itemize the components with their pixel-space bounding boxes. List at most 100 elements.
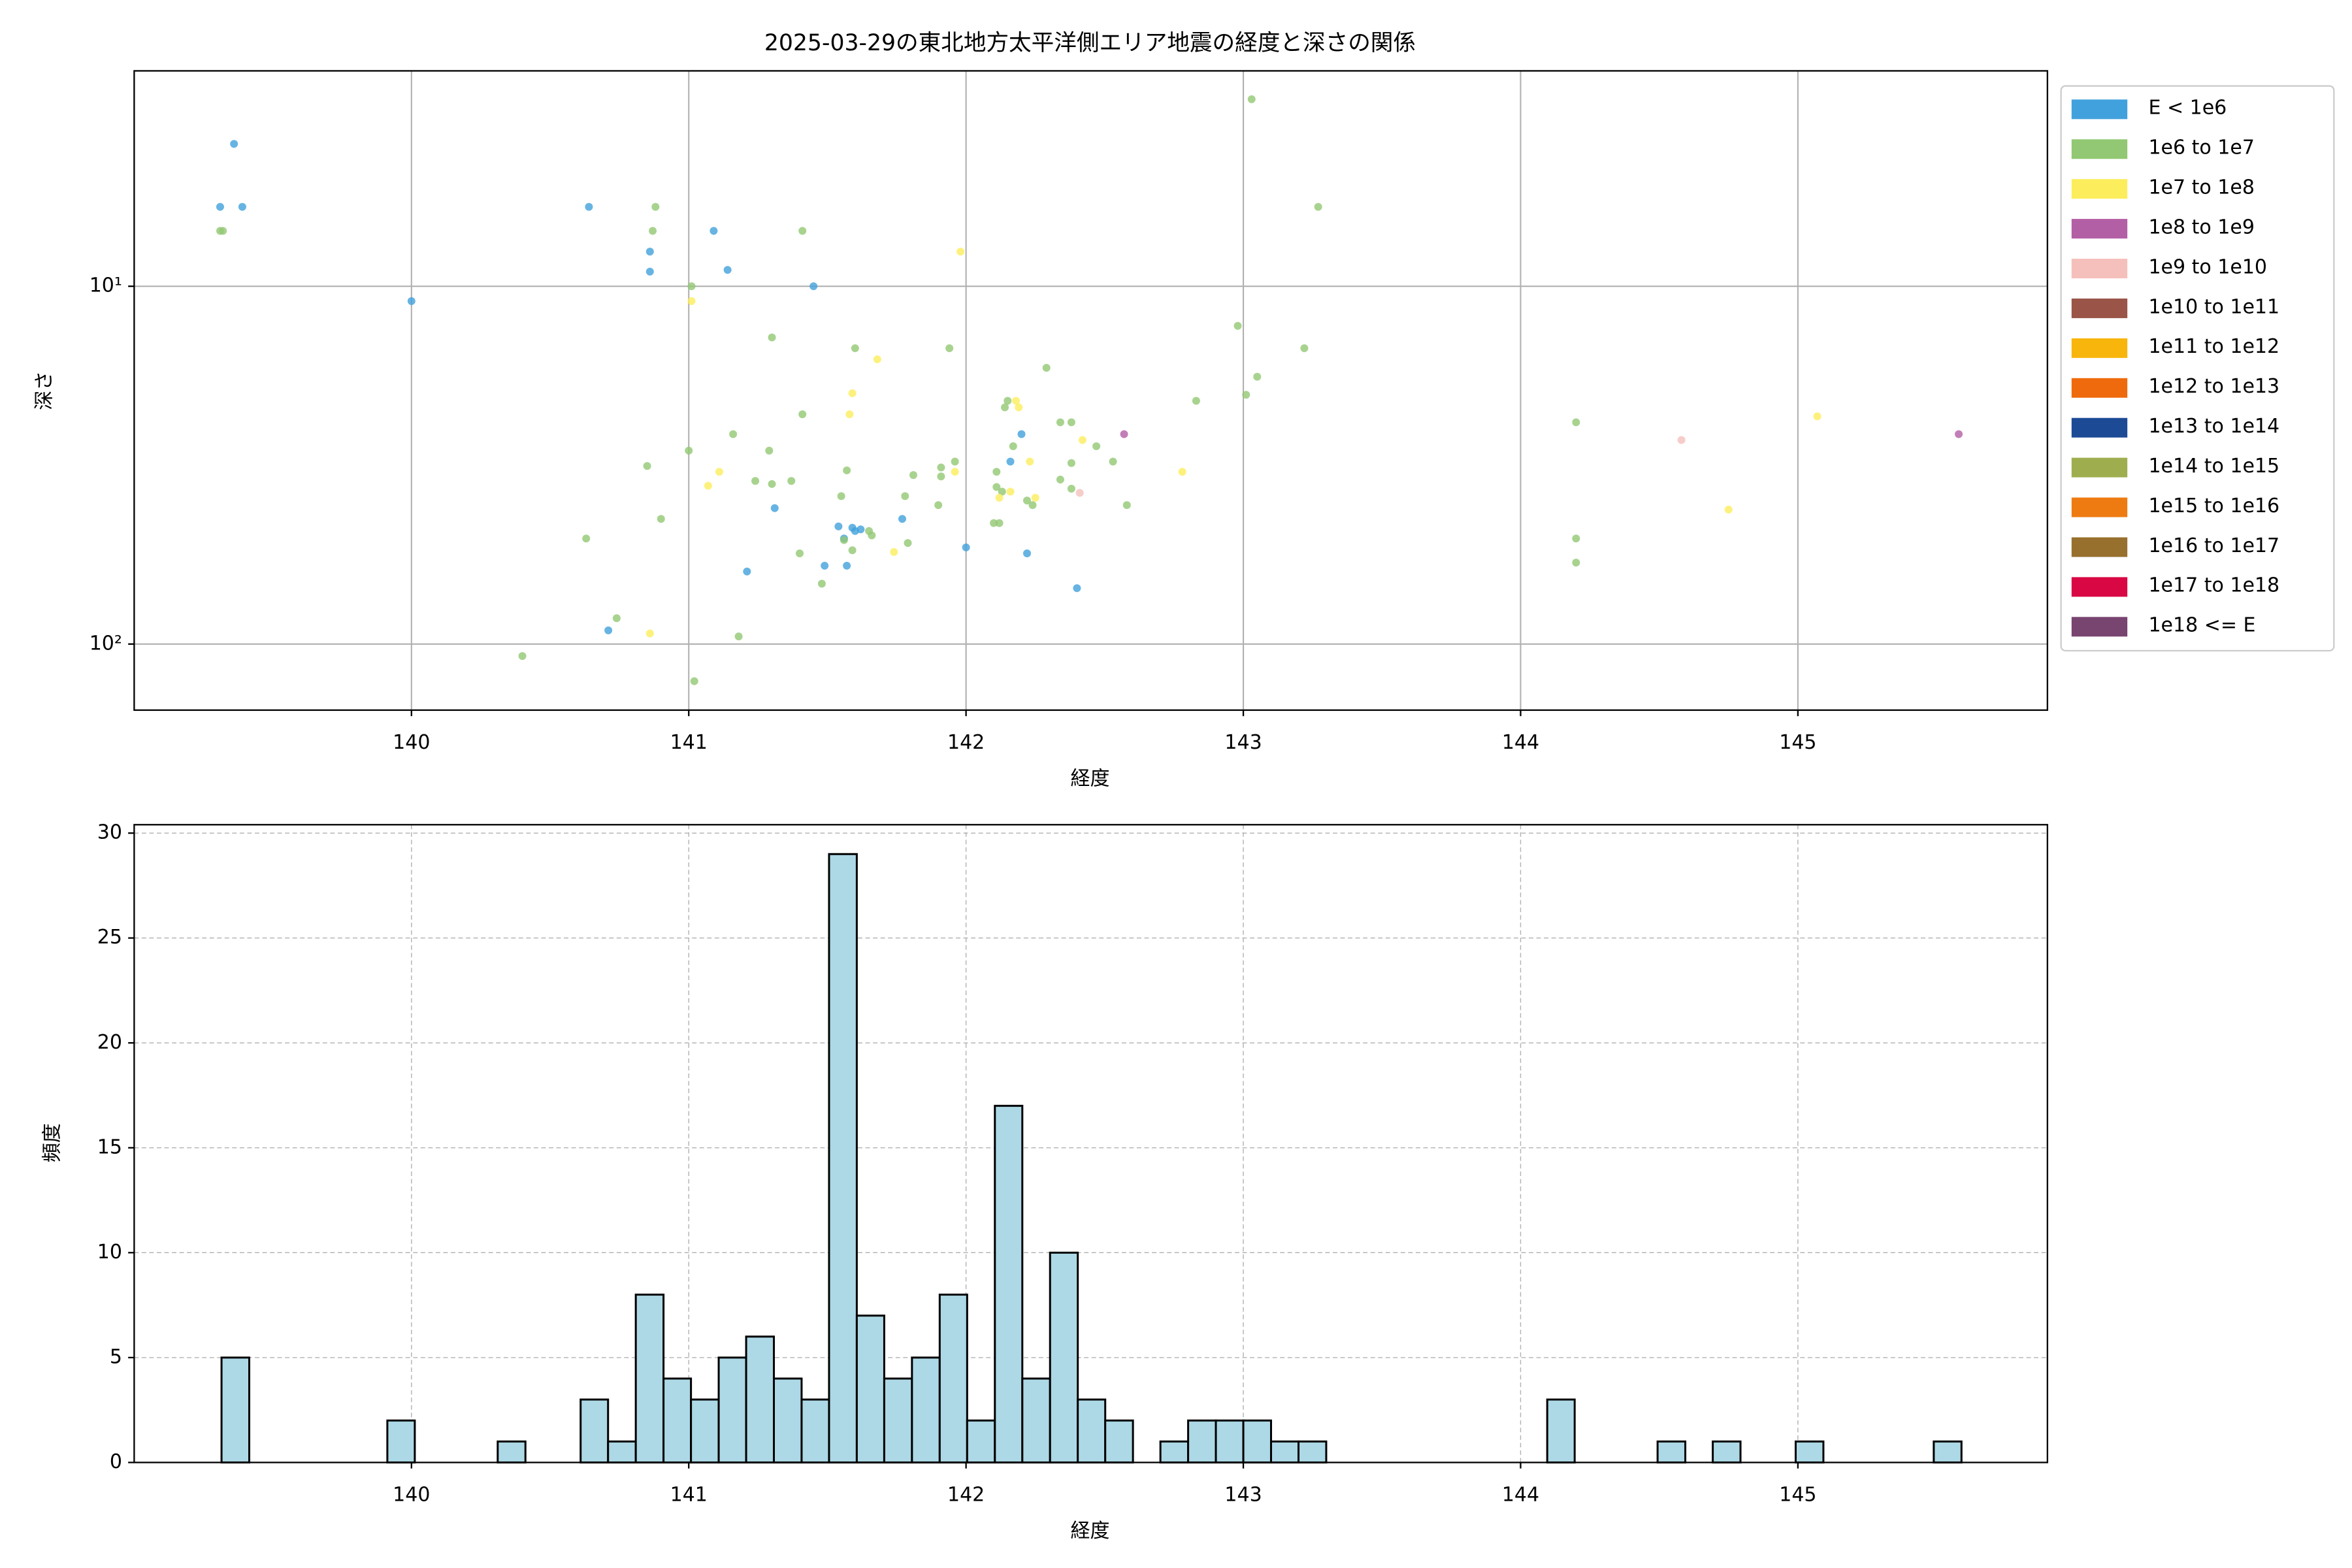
- scatter-point: [1677, 436, 1686, 444]
- histogram-bar: [855, 1315, 885, 1463]
- legend-label: 1e11 to 1e12: [2148, 335, 2279, 358]
- x-tick-label: 141: [670, 1484, 708, 1507]
- histogram-bar: [966, 1419, 996, 1463]
- scatter-point: [687, 297, 696, 305]
- legend-label: 1e15 to 1e16: [2148, 495, 2279, 517]
- histogram-bar: [1104, 1419, 1134, 1463]
- legend-swatch: [2071, 577, 2128, 597]
- histogram-bar: [1794, 1440, 1825, 1463]
- scatter-point: [710, 227, 718, 235]
- histogram-bar: [883, 1377, 913, 1463]
- scatter-point: [729, 430, 738, 438]
- scatter-point: [1253, 372, 1262, 381]
- legend-label: 1e10 to 1e11: [2148, 295, 2279, 318]
- scatter-point: [956, 248, 965, 256]
- scatter-point: [1017, 430, 1026, 438]
- scatter-point: [768, 333, 776, 342]
- scatter-point: [798, 410, 807, 419]
- scatter-point: [723, 266, 732, 274]
- legend-swatch: [2071, 617, 2128, 637]
- histogram-bar: [690, 1398, 720, 1463]
- y-axis-label: 頻度: [41, 1123, 63, 1162]
- scatter-point: [1056, 418, 1064, 427]
- scatter-point: [945, 344, 954, 353]
- x-axis-label: 経度: [1070, 768, 1109, 791]
- histogram-bar: [1242, 1419, 1272, 1463]
- x-tick-label: 140: [393, 1484, 430, 1507]
- scatter-point: [651, 203, 660, 211]
- scatter-point: [1109, 457, 1117, 466]
- scatter-point: [704, 482, 712, 490]
- scatter-point: [1028, 501, 1037, 510]
- scatter-point: [851, 344, 859, 353]
- plot-frame: [133, 70, 2048, 711]
- scatter-point: [951, 457, 959, 466]
- legend-label: 1e6 to 1e7: [2148, 137, 2254, 159]
- histogram-bar: [745, 1335, 776, 1463]
- scatter-point: [612, 614, 621, 623]
- histogram-bar: [386, 1419, 416, 1463]
- scatter-point: [1242, 391, 1250, 399]
- scatter-point: [1247, 95, 1256, 103]
- scatter-point: [643, 462, 651, 470]
- scatter-point: [1001, 403, 1009, 412]
- scatter-point: [685, 446, 693, 455]
- scatter-point: [1572, 559, 1580, 567]
- scatter-point: [937, 463, 945, 472]
- scatter-point: [734, 632, 743, 641]
- scatter-point: [962, 543, 970, 551]
- legend-box: [2060, 85, 2335, 652]
- scatter-point: [901, 492, 909, 500]
- y-tick-label: 10²: [90, 632, 122, 655]
- scatter-point: [768, 480, 776, 488]
- y-tick-label: 10: [97, 1241, 122, 1264]
- legend-label: 1e9 to 1e10: [2148, 255, 2267, 278]
- scatter-point: [230, 140, 238, 148]
- scatter-point: [518, 652, 527, 661]
- scatter-point: [817, 580, 826, 588]
- scatter-point: [840, 536, 848, 544]
- scatter-point: [604, 626, 613, 634]
- scatter-point: [1006, 487, 1015, 496]
- y-tick-label: 25: [97, 926, 122, 949]
- legend-swatch: [2071, 99, 2128, 120]
- scatter-point: [751, 477, 760, 485]
- scatter-point: [690, 677, 698, 685]
- plot-frame: [133, 824, 2048, 1463]
- scatter-point: [407, 297, 416, 305]
- scatter-point: [765, 446, 774, 455]
- histogram-bar: [1546, 1398, 1576, 1463]
- scatter-point: [845, 410, 854, 419]
- scatter-point: [873, 355, 881, 363]
- histogram-bar: [938, 1294, 968, 1463]
- scatter-point: [843, 466, 851, 474]
- legend-swatch: [2071, 219, 2128, 239]
- histogram-bar: [1215, 1419, 1245, 1463]
- scatter-point: [992, 468, 1001, 476]
- legend-label: E < 1e6: [2148, 97, 2227, 120]
- y-tick-label: 20: [97, 1031, 122, 1054]
- scatter-point: [1067, 459, 1075, 467]
- scatter-point: [1572, 534, 1580, 543]
- scatter-point: [1023, 549, 1032, 558]
- scatter-point: [857, 525, 865, 534]
- scatter-point: [645, 248, 654, 256]
- scatter-point: [687, 282, 696, 291]
- y-tick-label: 10¹: [90, 274, 122, 297]
- histogram-bar: [1077, 1398, 1107, 1463]
- scatter-point: [848, 389, 857, 397]
- scatter-point: [937, 472, 945, 481]
- legend-swatch: [2071, 417, 2128, 438]
- scatter-point: [715, 468, 723, 476]
- histogram-bar: [994, 1105, 1024, 1463]
- scatter-point: [995, 493, 1004, 502]
- x-tick-label: 143: [1224, 731, 1262, 754]
- histogram-bar: [634, 1294, 665, 1463]
- legend-swatch: [2071, 457, 2128, 478]
- histogram-bar: [1933, 1440, 1963, 1463]
- legend-swatch: [2071, 259, 2128, 278]
- scatter-point: [1015, 403, 1023, 412]
- histogram-bar: [662, 1377, 693, 1463]
- x-tick-label: 140: [393, 731, 430, 754]
- chart-title: 2025-03-29の東北地方太平洋側エリア地震の経度と深さの関係: [764, 30, 1416, 56]
